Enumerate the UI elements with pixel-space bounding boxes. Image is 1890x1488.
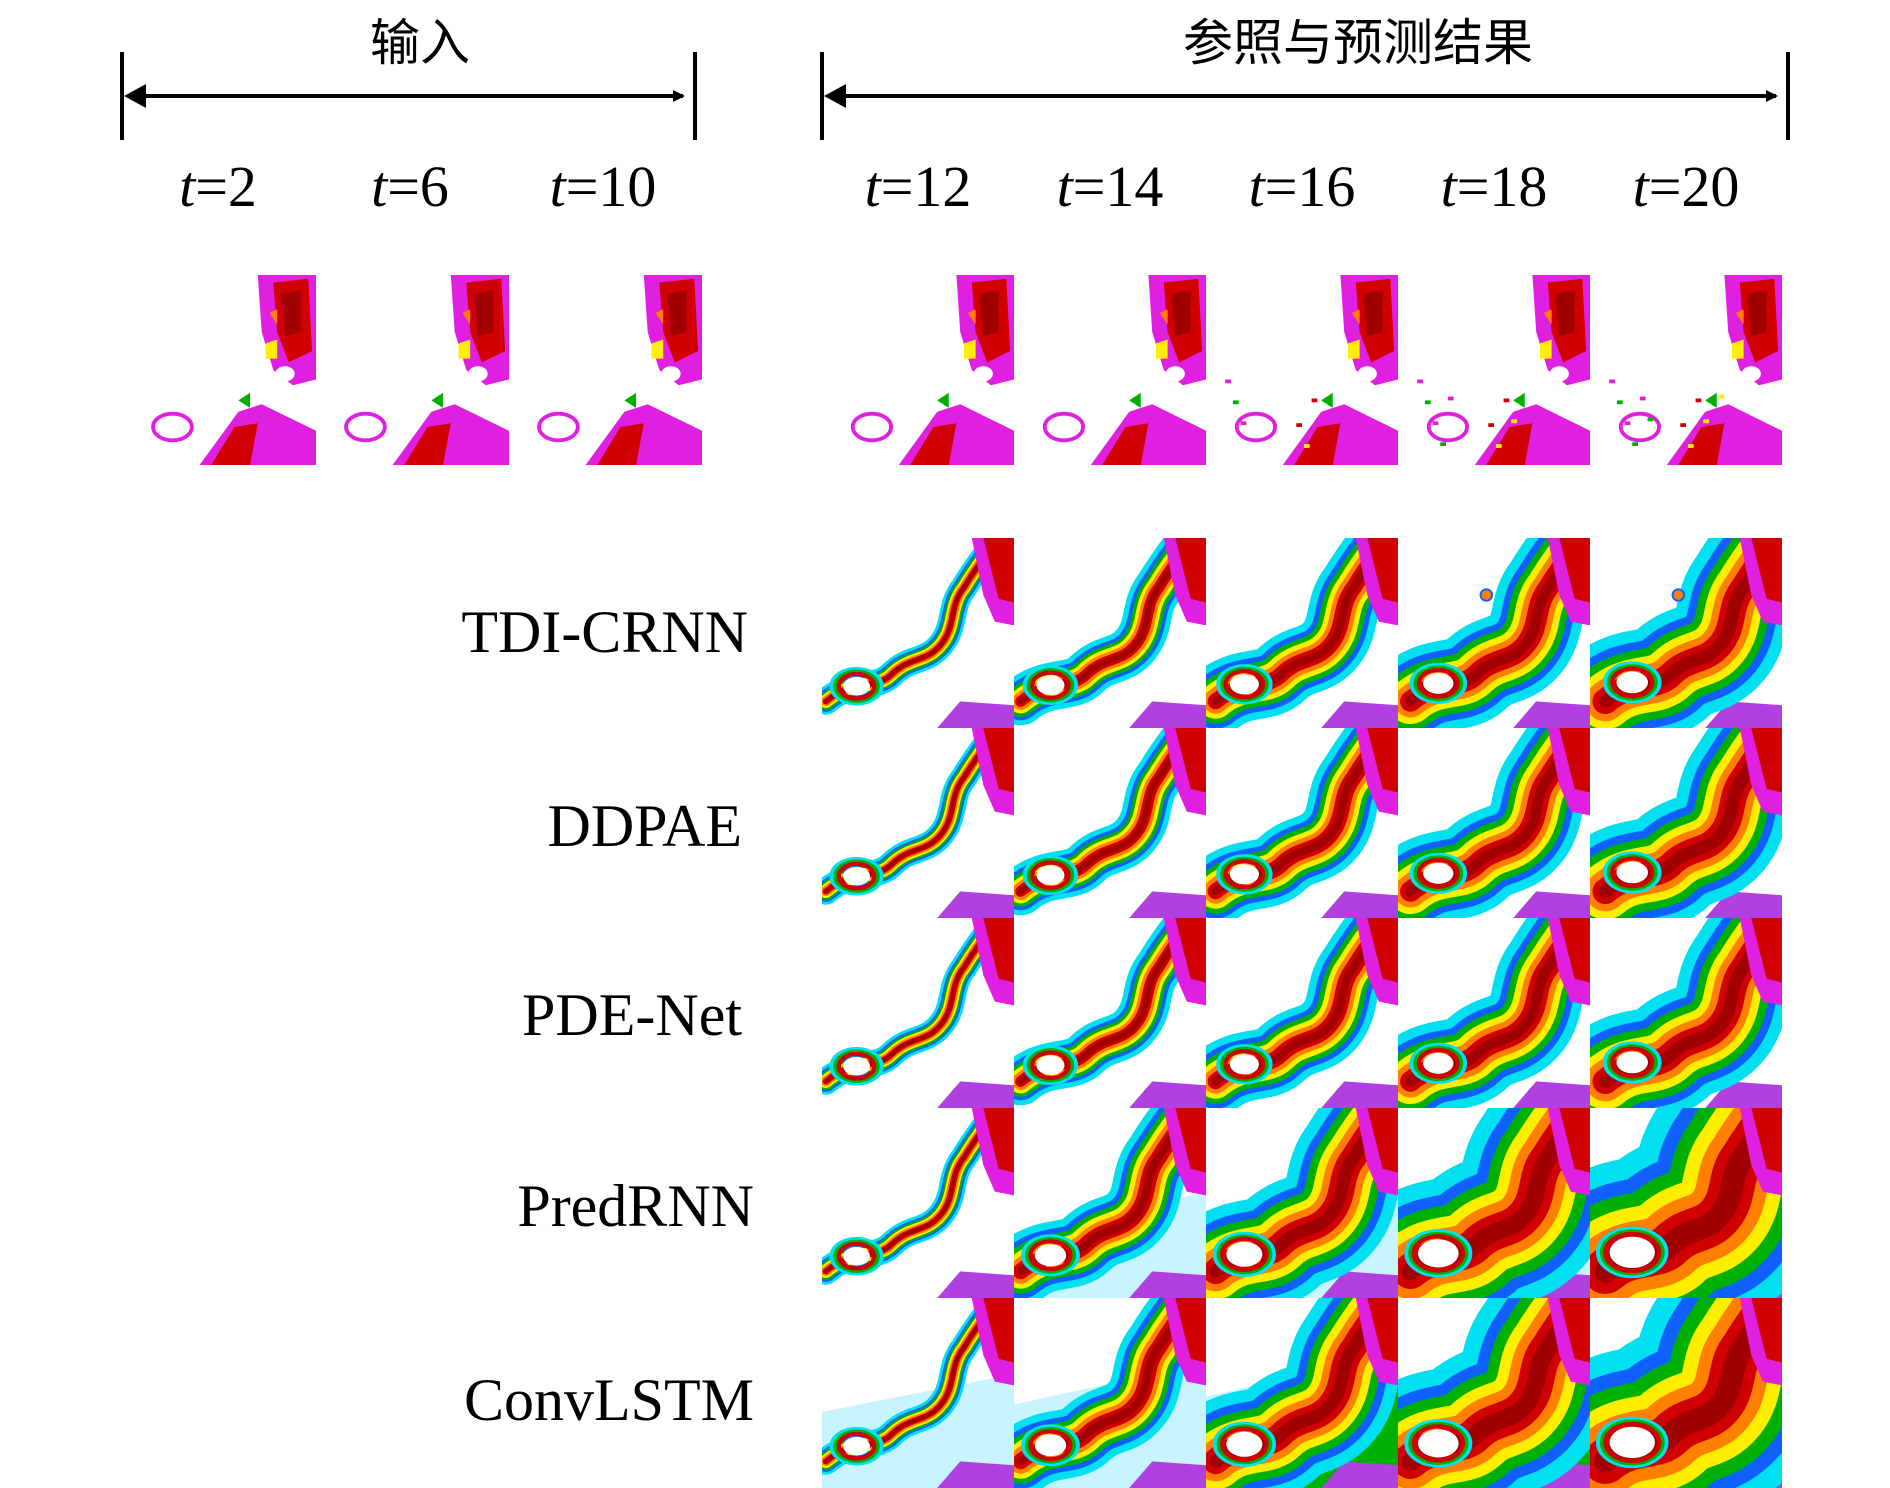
time-label-output-3: t=18 xyxy=(1440,154,1548,219)
time-label-output-2: t=16 xyxy=(1248,154,1356,219)
prediction-frame-3-2 xyxy=(1206,1108,1398,1298)
prediction-frame-1-2 xyxy=(1206,728,1398,918)
reference-frame-0 xyxy=(850,275,1014,465)
time-label-output-0: t=12 xyxy=(864,154,972,219)
model-label-tdi-crnn: TDI-CRNN xyxy=(461,599,748,665)
prediction-frame-4-0 xyxy=(822,1298,1014,1488)
prediction-frame-1-4 xyxy=(1590,728,1782,918)
prediction-frame-4-4 xyxy=(1590,1298,1782,1488)
time-label-output-4: t=20 xyxy=(1632,154,1740,219)
prediction-frame-1-1 xyxy=(1014,728,1206,918)
prediction-frame-4-2 xyxy=(1206,1298,1398,1488)
time-label-output-1: t=14 xyxy=(1056,154,1164,219)
prediction-frame-4-1 xyxy=(1014,1298,1206,1488)
prediction-frame-2-2 xyxy=(1206,918,1398,1108)
prediction-frame-0-4 xyxy=(1590,538,1782,728)
prediction-frame-0-2 xyxy=(1206,538,1398,728)
prediction-frame-0-3 xyxy=(1398,538,1590,728)
input-header: 输入 xyxy=(370,14,470,72)
reference-prediction-header: 参照与预测结果 xyxy=(1183,14,1533,72)
time-label-input-0: t=2 xyxy=(179,154,257,219)
prediction-frame-0-1 xyxy=(1014,538,1206,728)
model-label-ddpae: DDPAE xyxy=(547,793,742,859)
input-frame-1 xyxy=(344,275,509,465)
time-label-input-1: t=6 xyxy=(371,154,449,219)
reference-frame-1 xyxy=(1042,275,1206,465)
reference-frame-4 xyxy=(1609,275,1782,465)
prediction-frame-3-1 xyxy=(1014,1108,1206,1298)
reference-frame-3 xyxy=(1417,275,1590,465)
reference-frame-2 xyxy=(1225,275,1398,465)
prediction-frame-2-0 xyxy=(822,918,1014,1108)
prediction-frame-2-1 xyxy=(1014,918,1206,1108)
prediction-frame-3-3 xyxy=(1398,1108,1590,1298)
reference-span-arrow xyxy=(820,52,1790,140)
prediction-frame-0-0 xyxy=(822,538,1014,728)
prediction-frame-3-4 xyxy=(1590,1108,1782,1298)
prediction-frame-4-3 xyxy=(1398,1298,1590,1488)
span-arrows xyxy=(120,52,1790,140)
input-frame-0 xyxy=(151,275,316,465)
model-label-convlstm: ConvLSTM xyxy=(463,1367,754,1433)
prediction-frame-1-0 xyxy=(822,728,1014,918)
prediction-frame-3-0 xyxy=(822,1108,1014,1298)
prediction-frame-2-4 xyxy=(1590,918,1782,1108)
model-label-predrnn: PredRNN xyxy=(517,1173,754,1239)
input-span-arrow xyxy=(120,52,697,140)
prediction-frame-1-3 xyxy=(1398,728,1590,918)
prediction-frame-2-3 xyxy=(1398,918,1590,1108)
input-frame-2 xyxy=(537,275,702,465)
time-label-input-2: t=10 xyxy=(549,154,657,219)
model-label-pde-net: PDE-Net xyxy=(522,982,742,1048)
